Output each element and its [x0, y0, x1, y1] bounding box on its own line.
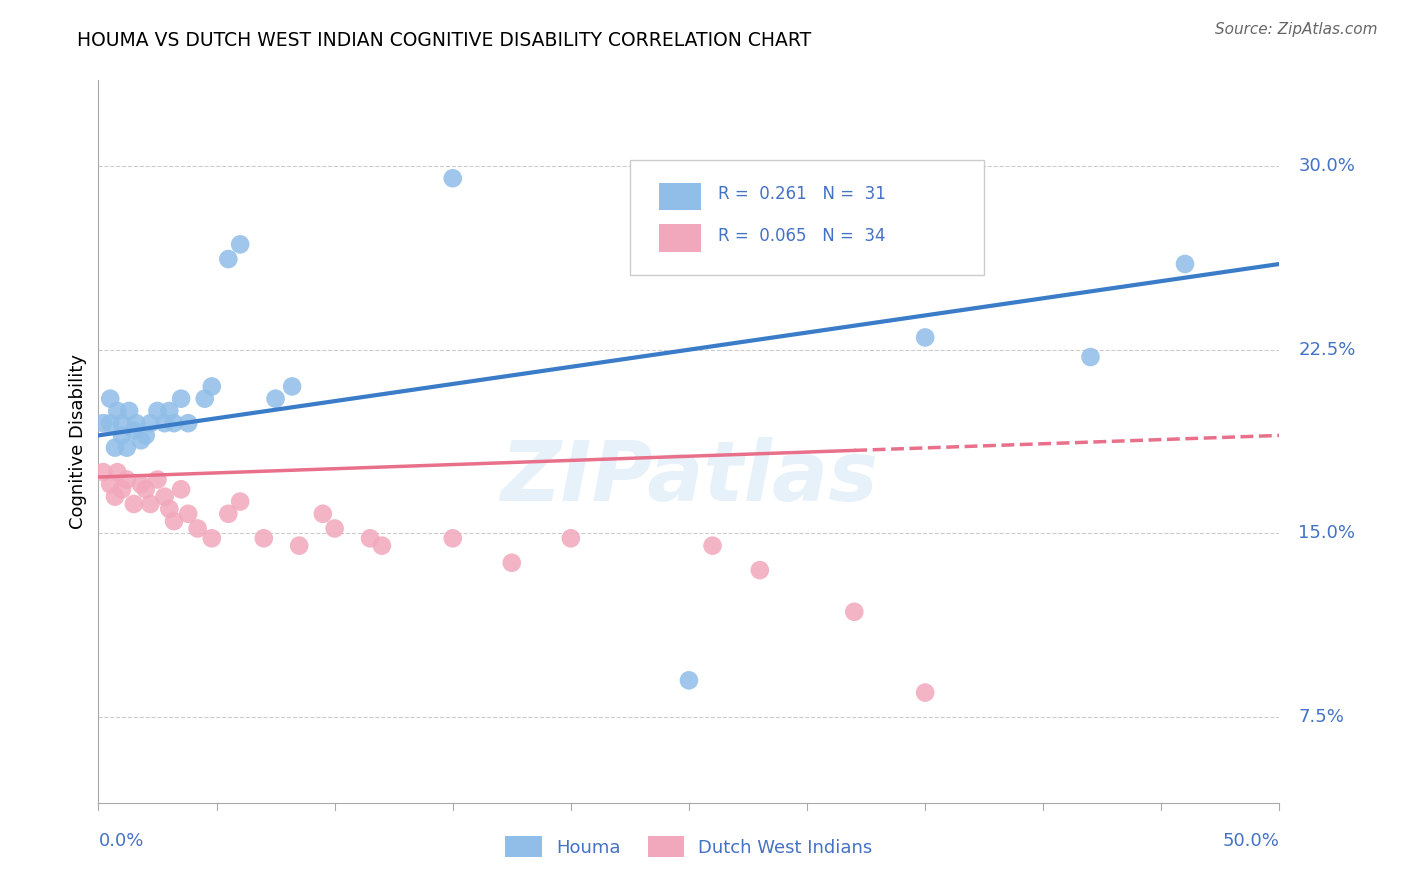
Point [157, 502, 180, 516]
Point [678, 673, 700, 688]
Point [1080, 350, 1102, 364]
Point [111, 483, 134, 497]
Point [359, 531, 381, 545]
Text: Source: ZipAtlas.com: Source: ZipAtlas.com [1215, 22, 1378, 37]
Text: 15.0%: 15.0% [1298, 524, 1355, 542]
Point [201, 379, 224, 393]
Point [323, 521, 346, 535]
Point [104, 490, 127, 504]
Point [111, 416, 134, 430]
Point [98, 416, 121, 430]
Point [104, 441, 127, 455]
Point [217, 507, 239, 521]
Point [441, 531, 464, 545]
Point [560, 531, 582, 545]
Point [115, 441, 138, 455]
Point [914, 685, 936, 699]
Text: R =  0.261   N =  31: R = 0.261 N = 31 [718, 186, 886, 203]
Text: HOUMA VS DUTCH WEST INDIAN COGNITIVE DISABILITY CORRELATION CHART: HOUMA VS DUTCH WEST INDIAN COGNITIVE DIS… [77, 31, 811, 50]
Text: ZIPatlas: ZIPatlas [501, 437, 877, 518]
Text: R =  0.065   N =  34: R = 0.065 N = 34 [718, 227, 886, 244]
Point [135, 428, 157, 442]
Point [98, 392, 121, 406]
Point [105, 404, 128, 418]
Point [177, 416, 200, 430]
Point [914, 330, 936, 344]
Point [229, 494, 252, 508]
Point [122, 424, 145, 438]
Legend: Houma, Dutch West Indians: Houma, Dutch West Indians [496, 827, 882, 866]
Point [153, 416, 176, 430]
Point [201, 531, 224, 545]
FancyBboxPatch shape [659, 224, 700, 252]
Point [288, 539, 311, 553]
Point [1174, 257, 1197, 271]
FancyBboxPatch shape [659, 183, 700, 211]
Point [501, 556, 523, 570]
Point [115, 473, 138, 487]
Point [441, 171, 464, 186]
Point [146, 404, 169, 418]
Point [129, 477, 152, 491]
Point [125, 416, 148, 430]
Point [139, 416, 162, 430]
Point [170, 392, 193, 406]
Point [702, 539, 724, 553]
Point [371, 539, 394, 553]
Text: 22.5%: 22.5% [1298, 341, 1355, 359]
Point [129, 434, 152, 448]
Text: 50.0%: 50.0% [1223, 832, 1279, 850]
Point [654, 232, 676, 246]
Point [146, 473, 169, 487]
Point [118, 404, 141, 418]
Point [264, 392, 287, 406]
Point [111, 428, 134, 442]
Text: 30.0%: 30.0% [1298, 157, 1355, 175]
Point [253, 531, 276, 545]
Point [98, 477, 121, 491]
Point [170, 483, 193, 497]
Point [217, 252, 239, 266]
FancyBboxPatch shape [630, 160, 984, 276]
Point [187, 521, 209, 535]
Point [163, 514, 186, 528]
Point [153, 490, 176, 504]
Point [139, 497, 162, 511]
Point [844, 605, 866, 619]
Point [194, 392, 217, 406]
Point [163, 416, 186, 430]
Point [135, 483, 157, 497]
Text: 7.5%: 7.5% [1298, 708, 1344, 726]
Point [157, 404, 180, 418]
Point [312, 507, 335, 521]
Point [229, 237, 252, 252]
Point [105, 465, 128, 479]
Y-axis label: Cognitive Disability: Cognitive Disability [69, 354, 87, 529]
Point [281, 379, 304, 393]
Point [91, 416, 114, 430]
Point [177, 507, 200, 521]
Text: 0.0%: 0.0% [98, 832, 143, 850]
Point [748, 563, 770, 577]
Point [91, 465, 114, 479]
Point [122, 497, 145, 511]
